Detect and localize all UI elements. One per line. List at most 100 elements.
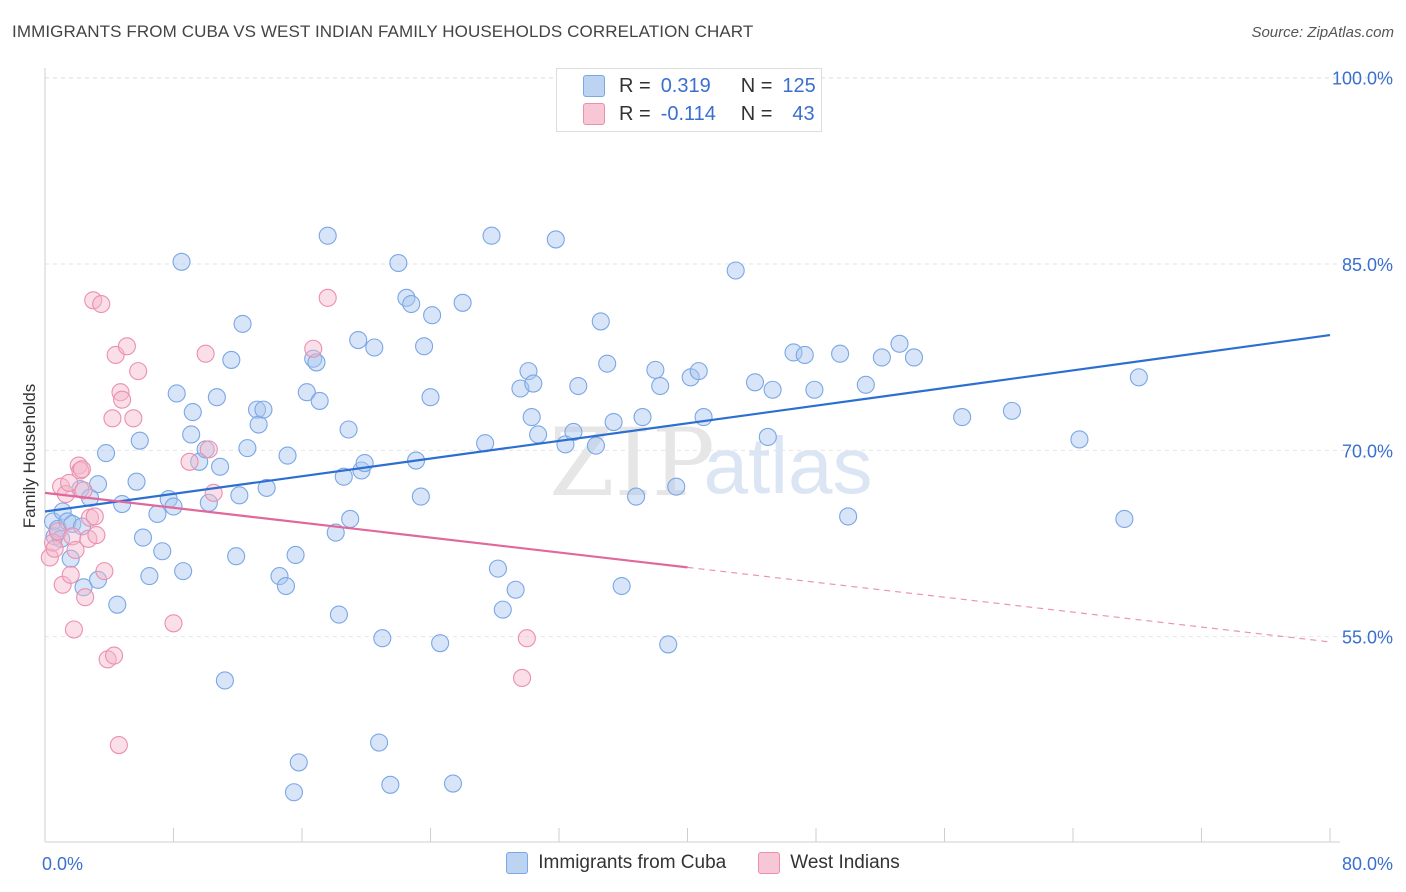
- data-point: [318, 226, 337, 245]
- data-point: [795, 345, 814, 365]
- data-point: [174, 562, 193, 581]
- data-point: [651, 376, 670, 396]
- axes: [44, 68, 1340, 843]
- data-point: [381, 775, 400, 794]
- data-point: [87, 526, 106, 545]
- data-point: [40, 548, 59, 567]
- tick-labels: 100.0% 85.0% 70.0% 55.0% 0.0% 80.0%: [42, 69, 1393, 874]
- data-point: [113, 494, 132, 514]
- data-point: [591, 312, 610, 331]
- data-point: [105, 646, 124, 665]
- data-point: [365, 338, 384, 357]
- data-point: [612, 576, 631, 596]
- trend-line: [44, 333, 1331, 513]
- data-point: [211, 457, 230, 476]
- data-point: [872, 348, 891, 367]
- data-point: [513, 668, 532, 688]
- data-point: [230, 486, 249, 505]
- data-point: [96, 444, 116, 463]
- r-value: 0.319: [660, 74, 711, 97]
- series-legend-item-westindian[interactable]: West Indians: [758, 852, 900, 874]
- trend-line: [44, 491, 688, 569]
- data-point: [276, 576, 295, 596]
- data-point: [488, 559, 508, 578]
- data-point: [598, 354, 617, 373]
- series-legend: Immigrants from Cuba West Indians: [0, 852, 1406, 874]
- data-point: [85, 507, 104, 526]
- data-point: [694, 408, 713, 427]
- y-tick-label: 100.0%: [1332, 69, 1393, 89]
- legend-swatch-westindian: [758, 852, 781, 874]
- data-point: [180, 452, 199, 471]
- source-credit: Source: ZipAtlas.com: [1251, 24, 1394, 41]
- data-point: [117, 337, 136, 356]
- data-point: [45, 539, 64, 558]
- r-value: -0.114: [660, 102, 716, 125]
- data-point: [130, 431, 149, 450]
- data-point: [111, 383, 130, 402]
- data-point: [153, 542, 172, 561]
- n-value: 125: [782, 74, 816, 97]
- data-point: [758, 427, 777, 447]
- data-point: [48, 522, 67, 541]
- data-point: [53, 502, 72, 521]
- data-point: [108, 595, 127, 614]
- data-point: [284, 783, 304, 802]
- legend-label-westindian: West Indians: [790, 852, 900, 873]
- n-label: N =: [740, 102, 773, 125]
- data-point: [890, 334, 909, 353]
- series-immigrants-from-cuba: [43, 226, 1148, 802]
- data-point: [66, 540, 85, 560]
- data-point: [233, 314, 252, 333]
- series-west-indians: [40, 288, 536, 755]
- n-label: N =: [740, 74, 773, 97]
- data-point: [278, 446, 297, 465]
- data-point: [745, 373, 765, 392]
- n-value: 43: [792, 102, 815, 125]
- data-point: [373, 629, 392, 648]
- data-point: [659, 635, 678, 654]
- data-point: [689, 362, 708, 381]
- data-point: [215, 671, 234, 690]
- legend-label-cuba: Immigrants from Cuba: [538, 852, 727, 873]
- series-legend-item-cuba[interactable]: Immigrants from Cuba: [506, 852, 726, 874]
- x-tick-label: 0.0%: [42, 854, 83, 874]
- data-point: [286, 545, 305, 565]
- x-tick-label: 80.0%: [1342, 854, 1393, 874]
- data-point: [72, 460, 91, 479]
- data-point: [60, 473, 79, 492]
- data-point: [522, 408, 541, 427]
- data-point: [289, 753, 308, 772]
- data-point: [415, 337, 434, 356]
- data-point: [61, 549, 80, 568]
- data-point: [254, 400, 273, 419]
- data-point: [667, 477, 686, 496]
- data-point: [310, 391, 329, 410]
- data-point: [423, 306, 442, 325]
- data-point: [904, 348, 924, 367]
- data-point: [129, 362, 148, 381]
- data-point: [411, 487, 430, 506]
- data-point: [63, 527, 82, 546]
- gridlines: [45, 77, 1392, 638]
- data-point: [421, 388, 440, 407]
- data-point: [326, 523, 345, 542]
- data-point: [92, 294, 111, 314]
- stats-legend: R = 0.319 N = 125 R = -0.114 N = 43: [556, 68, 822, 132]
- data-point: [183, 403, 202, 422]
- data-point: [402, 294, 421, 314]
- data-point: [95, 562, 114, 581]
- data-point: [222, 350, 241, 369]
- data-point: [109, 735, 128, 755]
- legend-swatch-cuba: [506, 852, 529, 874]
- data-point: [164, 614, 183, 633]
- y-tick-label: 85.0%: [1342, 255, 1393, 275]
- data-point: [586, 436, 605, 455]
- data-point: [199, 440, 218, 459]
- data-point: [133, 528, 153, 547]
- data-point: [1115, 509, 1134, 528]
- data-point: [257, 478, 276, 497]
- data-point: [604, 412, 623, 432]
- data-point: [493, 600, 512, 619]
